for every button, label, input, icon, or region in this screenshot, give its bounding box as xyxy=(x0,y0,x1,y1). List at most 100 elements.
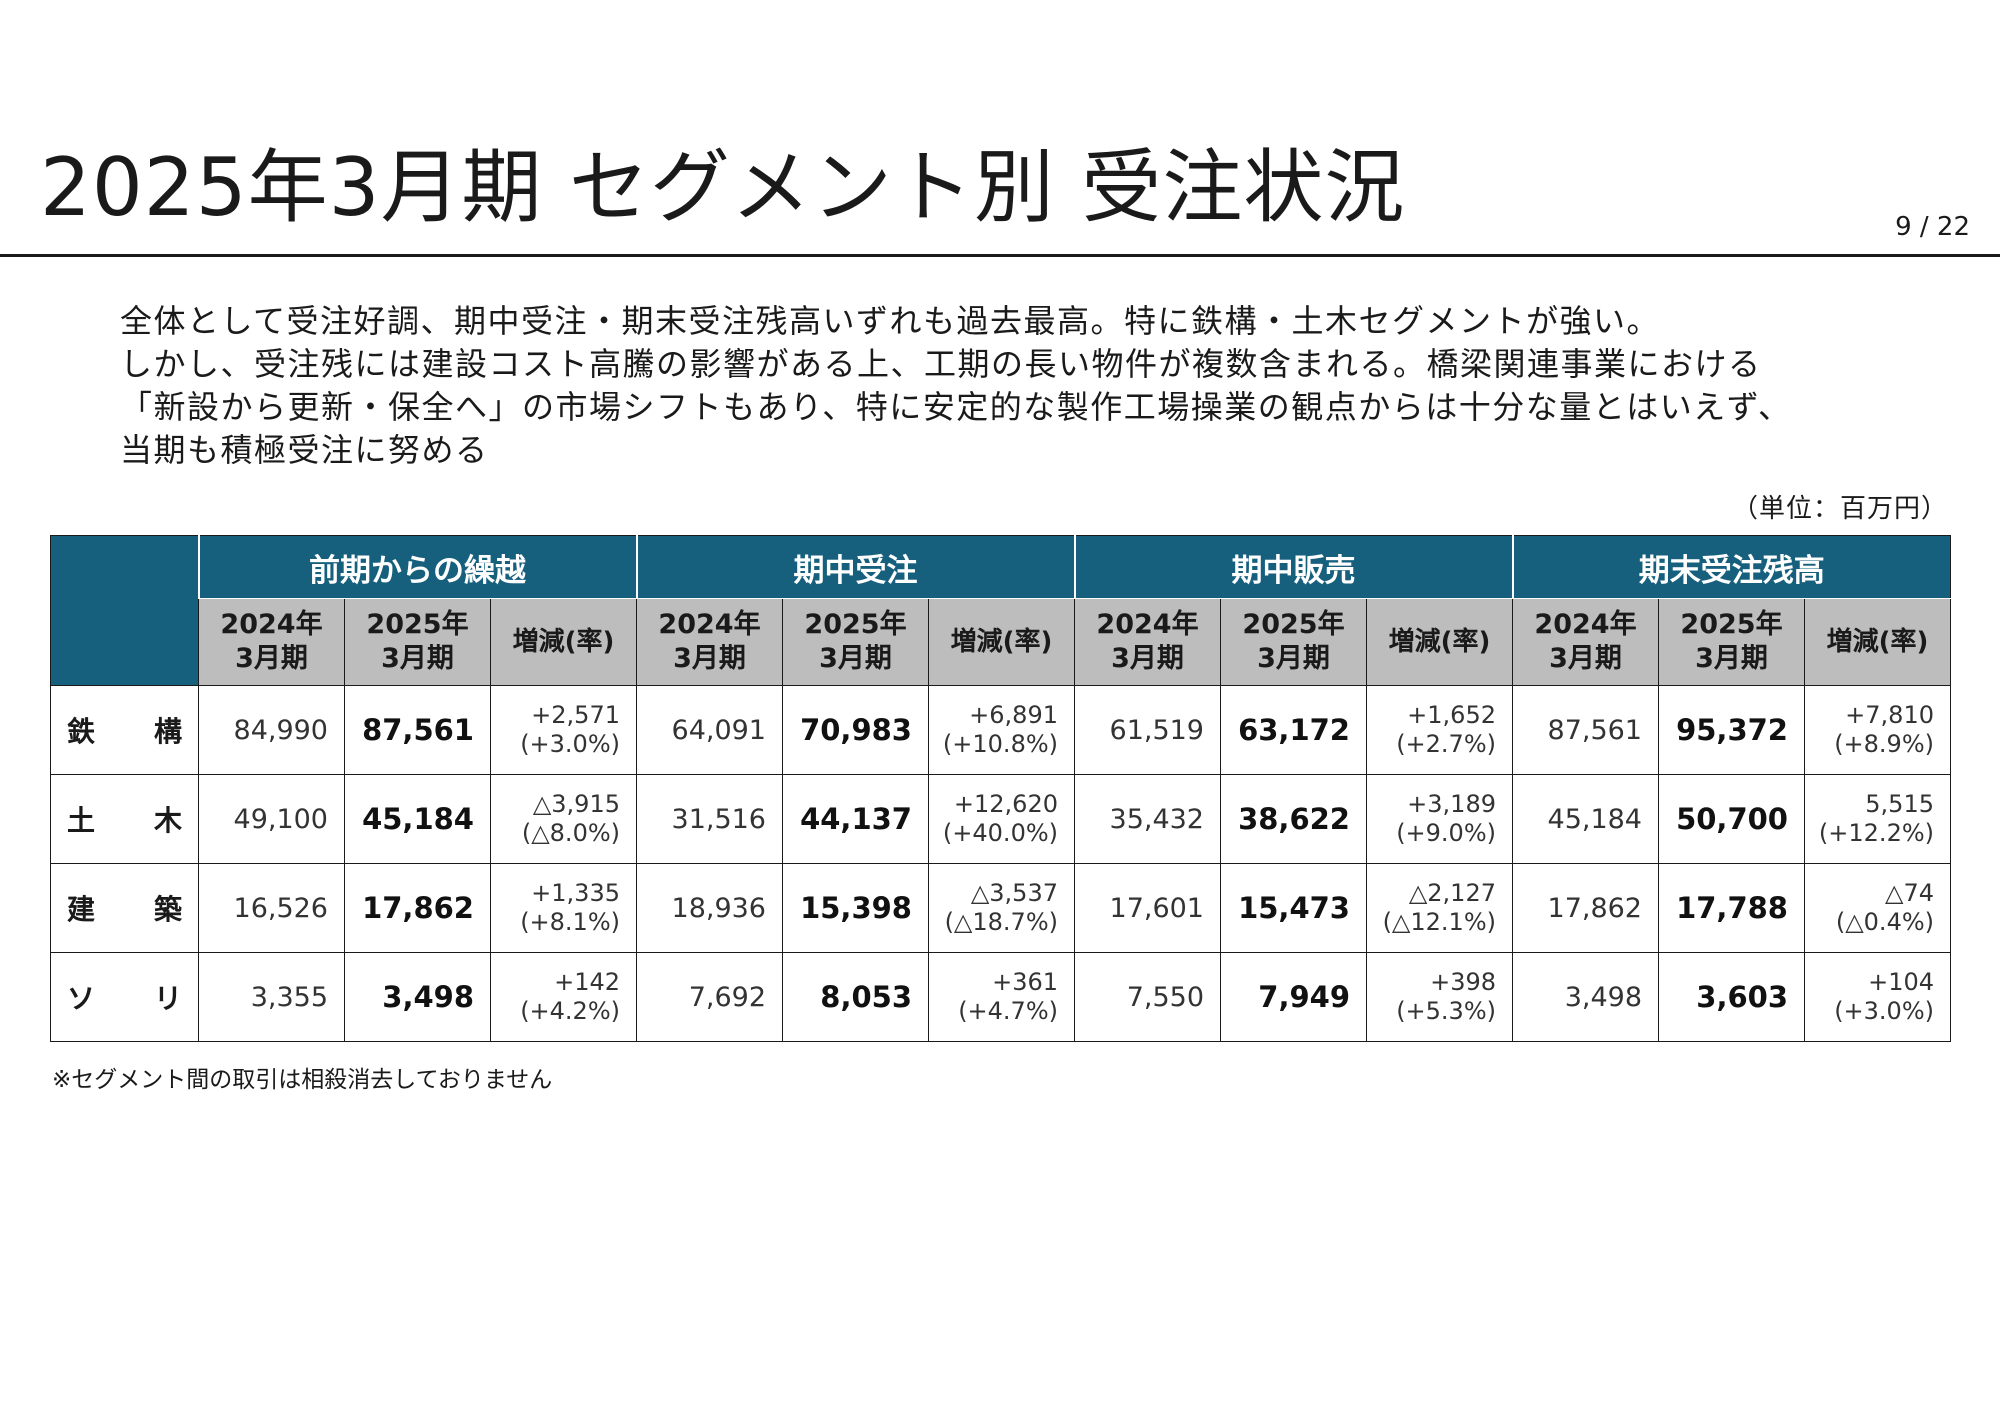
sub-header-prev-year: 2024年 3月期 xyxy=(198,598,345,686)
change-rate: (+10.8%) xyxy=(942,730,1058,758)
value-prev-year: 61,519 xyxy=(1074,685,1221,775)
change-rate: (△18.7%) xyxy=(944,908,1058,936)
table-row: 建築 16,526 17,862 +1,335 (+8.1%) 18,936 15,398 △… xyxy=(50,863,1951,953)
change-amount: +2,571 xyxy=(531,701,620,729)
segment-label-char: 鉄 xyxy=(67,715,96,748)
value-change: 5,515 (+12.2%) xyxy=(1804,774,1951,864)
sub-header-change: 増減(率) xyxy=(1804,598,1951,686)
value-curr-year: 87,561 xyxy=(344,685,491,775)
segment-orders-table: 前期からの繰越 期中受注 期中販売 期末受注残高 2024年 3月期 2025年 … xyxy=(50,535,1951,1042)
value-curr-year: 3,498 xyxy=(344,952,491,1042)
segment-label: 土木 xyxy=(50,774,199,864)
change-rate: (+2.7%) xyxy=(1396,730,1496,758)
value-prev-year: 49,100 xyxy=(198,774,345,864)
sub-header-curr-year: 2025年 3月期 xyxy=(782,598,929,686)
value-curr-year: 63,172 xyxy=(1220,685,1367,775)
value-change: △3,915 (△8.0%) xyxy=(490,774,637,864)
table-row: ソリ 3,355 3,498 +142 (+4.2%) 7,692 8,053 +361 (+4… xyxy=(50,952,1951,1042)
segment-label-char: 構 xyxy=(153,715,182,748)
value-curr-year: 15,398 xyxy=(782,863,929,953)
table-row: 土木 49,100 45,184 △3,915 (△8.0%) 31,516 44,137 +… xyxy=(50,774,1951,864)
table-body: 鉄構 84,990 87,561 +2,571 (+3.0%) 64,091 70,983 +… xyxy=(50,685,1951,1042)
segment-label: ソリ xyxy=(50,952,199,1042)
value-change: +1,652 (+2.7%) xyxy=(1366,685,1513,775)
value-curr-year: 8,053 xyxy=(782,952,929,1042)
change-amount: △74 xyxy=(1885,879,1934,907)
value-change: +7,810 (+8.9%) xyxy=(1804,685,1951,775)
sub-header-prev-year: 2024年 3月期 xyxy=(636,598,783,686)
value-change: +398 (+5.3%) xyxy=(1366,952,1513,1042)
change-rate: (+40.0%) xyxy=(942,819,1058,847)
table-row: 鉄構 84,990 87,561 +2,571 (+3.0%) 64,091 70,983 +… xyxy=(50,685,1951,775)
change-amount: +7,810 xyxy=(1845,701,1934,729)
change-rate: (+3.0%) xyxy=(1834,997,1934,1025)
segment-label-char: 築 xyxy=(153,893,182,926)
change-amount: +1,652 xyxy=(1407,701,1496,729)
sub-header-prev-year: 2024年 3月期 xyxy=(1074,598,1221,686)
change-amount: +104 xyxy=(1868,968,1934,996)
group-header-row: 前期からの繰越 期中受注 期中販売 期末受注残高 xyxy=(50,535,1951,686)
value-prev-year: 16,526 xyxy=(198,863,345,953)
summary-line: 全体として受注好調、期中受注・期末受注残高いずれも過去最高。特に鉄構・土木セグメ… xyxy=(120,302,1661,340)
sub-header-curr-year: 2025年 3月期 xyxy=(1220,598,1367,686)
value-change: +3,189 (+9.0%) xyxy=(1366,774,1513,864)
value-change: △3,537 (△18.7%) xyxy=(928,863,1075,953)
sub-header-change: 増減(率) xyxy=(490,598,637,686)
value-curr-year: 38,622 xyxy=(1220,774,1367,864)
value-prev-year: 17,601 xyxy=(1074,863,1221,953)
value-prev-year: 3,355 xyxy=(198,952,345,1042)
change-rate: (+4.2%) xyxy=(520,997,620,1025)
change-amount: +12,620 xyxy=(953,790,1058,818)
change-amount: +398 xyxy=(1430,968,1496,996)
group-header-orders-received: 期中受注 xyxy=(635,535,1075,599)
change-amount: △3,915 xyxy=(532,790,620,818)
sub-header-prev-year: 2024年 3月期 xyxy=(1512,598,1659,686)
value-curr-year: 50,700 xyxy=(1658,774,1805,864)
value-prev-year: 31,516 xyxy=(636,774,783,864)
sub-header-change: 増減(率) xyxy=(1366,598,1513,686)
page-number: 9 / 22 xyxy=(1895,212,1970,242)
change-amount: 5,515 xyxy=(1865,790,1934,818)
group-header-backlog: 期末受注残高 xyxy=(1511,535,1951,599)
group-header-sales: 期中販売 xyxy=(1073,535,1513,599)
segment-label-char: 建 xyxy=(67,893,96,926)
segment-label-char: リ xyxy=(153,982,182,1015)
change-rate: (+9.0%) xyxy=(1396,819,1496,847)
value-change: +12,620 (+40.0%) xyxy=(928,774,1075,864)
change-rate: (△0.4%) xyxy=(1835,908,1934,936)
change-rate: (+8.1%) xyxy=(520,908,620,936)
segment-label-char: ソ xyxy=(67,982,96,1015)
value-change: +142 (+4.2%) xyxy=(490,952,637,1042)
summary-line: 当期も積極受注に努める xyxy=(120,431,489,469)
value-change: +1,335 (+8.1%) xyxy=(490,863,637,953)
value-curr-year: 17,788 xyxy=(1658,863,1805,953)
segment-label-char: 土 xyxy=(67,804,96,837)
value-prev-year: 18,936 xyxy=(636,863,783,953)
change-rate: (+8.9%) xyxy=(1834,730,1934,758)
value-curr-year: 70,983 xyxy=(782,685,929,775)
sub-header-change: 増減(率) xyxy=(928,598,1075,686)
segment-label: 建築 xyxy=(50,863,199,953)
value-change: +6,891 (+10.8%) xyxy=(928,685,1075,775)
summary-text: 全体として受注好調、期中受注・期末受注残高いずれも過去最高。特に鉄構・土木セグメ… xyxy=(120,300,1960,472)
value-prev-year: 7,550 xyxy=(1074,952,1221,1042)
value-prev-year: 7,692 xyxy=(636,952,783,1042)
value-prev-year: 3,498 xyxy=(1512,952,1659,1042)
value-change: +104 (+3.0%) xyxy=(1804,952,1951,1042)
change-amount: △3,537 xyxy=(970,879,1058,907)
sub-header-curr-year: 2025年 3月期 xyxy=(1658,598,1805,686)
change-rate: (△8.0%) xyxy=(521,819,620,847)
value-prev-year: 84,990 xyxy=(198,685,345,775)
change-rate: (△12.1%) xyxy=(1382,908,1496,936)
title-divider xyxy=(0,254,2000,257)
change-amount: +1,335 xyxy=(531,879,620,907)
change-amount: △2,127 xyxy=(1408,879,1496,907)
value-curr-year: 17,862 xyxy=(344,863,491,953)
change-amount: +142 xyxy=(554,968,620,996)
value-curr-year: 7,949 xyxy=(1220,952,1367,1042)
value-change: +361 (+4.7%) xyxy=(928,952,1075,1042)
value-prev-year: 87,561 xyxy=(1512,685,1659,775)
value-change: +2,571 (+3.0%) xyxy=(490,685,637,775)
value-curr-year: 15,473 xyxy=(1220,863,1367,953)
value-prev-year: 45,184 xyxy=(1512,774,1659,864)
